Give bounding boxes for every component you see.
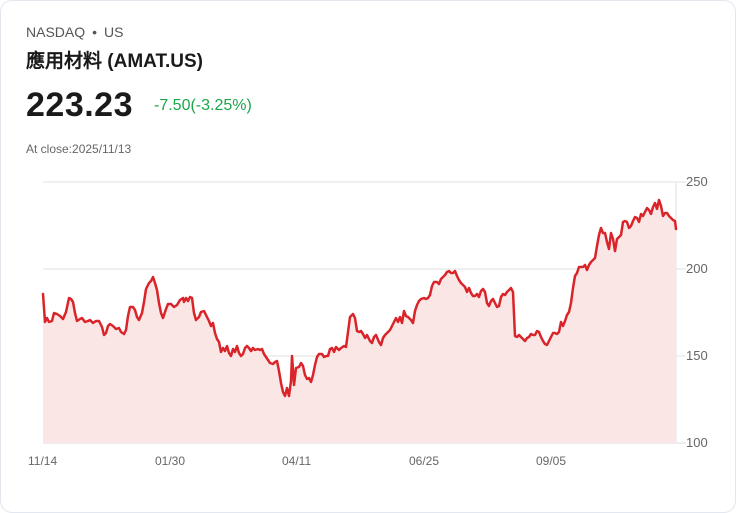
market-name: US <box>104 24 124 40</box>
price-change: -7.50(-3.25%) <box>154 97 252 114</box>
y-tick-250: 250 <box>686 174 708 189</box>
separator-dot: • <box>92 24 98 40</box>
y-tick-200: 200 <box>686 261 708 276</box>
close-timestamp: At close:2025/11/13 <box>26 142 132 156</box>
y-tick-150: 150 <box>686 348 708 363</box>
x-tick-4: 06/25 <box>409 454 440 468</box>
x-tick-2: 01/30 <box>155 454 186 468</box>
x-tick-1: 11/14 <box>28 454 58 468</box>
exchange-label: NASDAQ • US <box>26 24 123 40</box>
current-price: 223.23 <box>26 86 133 124</box>
x-tick-3: 04/11 <box>282 454 312 468</box>
y-tick-100: 100 <box>686 435 708 450</box>
price-area <box>43 200 676 443</box>
exchange-name: NASDAQ <box>26 24 86 40</box>
stock-title: 應用材料 (AMAT.US) <box>26 51 203 72</box>
price-line <box>41 198 678 398</box>
x-tick-5: 09/05 <box>536 454 567 468</box>
